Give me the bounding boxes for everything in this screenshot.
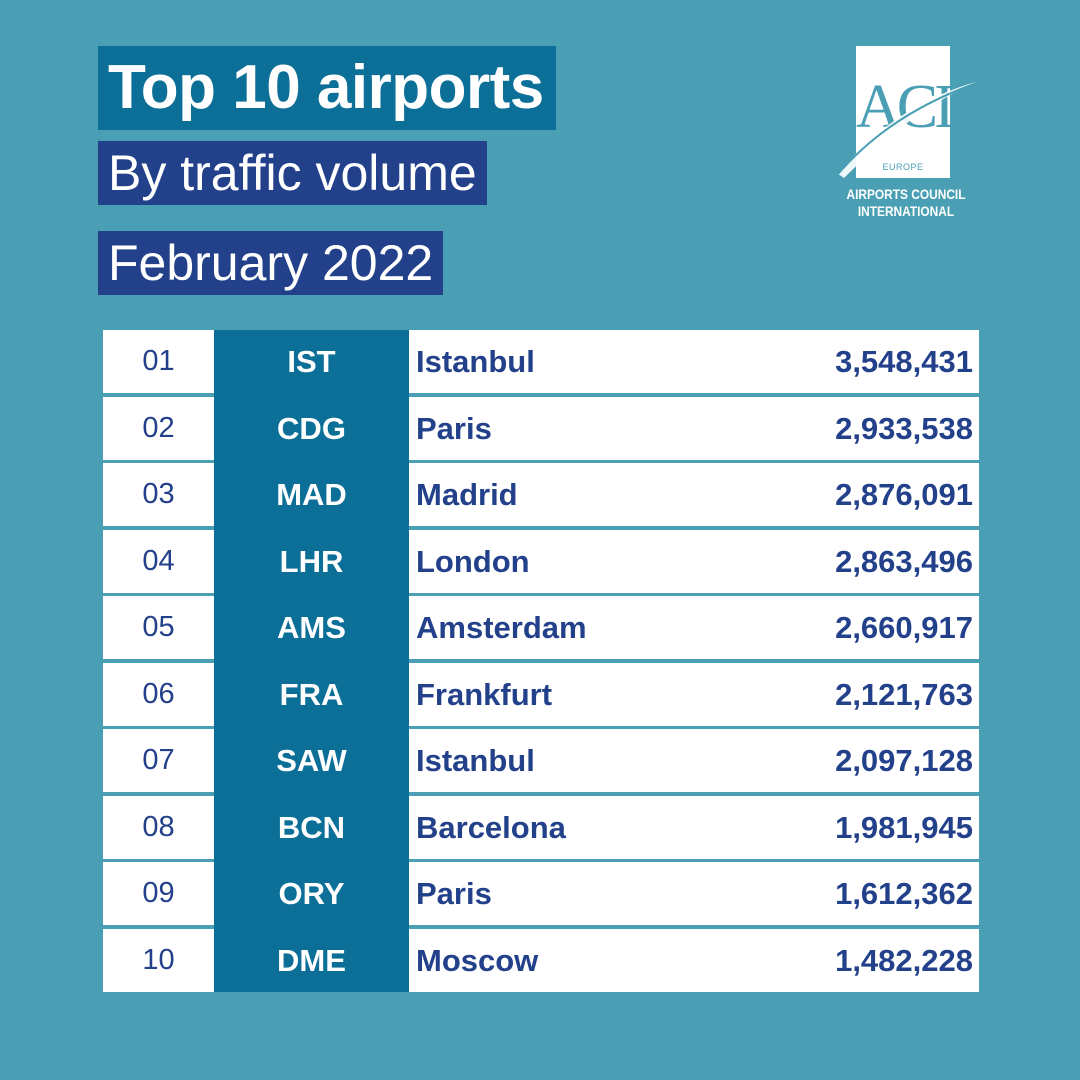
airport-code-cell: SAW — [214, 729, 409, 792]
city-cell: Barcelona — [416, 809, 566, 845]
passengers-cell: 3,548,431 — [835, 344, 973, 379]
airport-ranking-table: 01 IST Istanbul 3,548,431 02 CDG Paris 2,933,53… — [103, 330, 979, 992]
airport-code-cell: MAD — [214, 463, 409, 526]
passengers-cell: 1,981,945 — [835, 809, 973, 845]
code-column-divider — [214, 925, 409, 929]
table-row: 03 MAD Madrid 2,876,091 — [103, 463, 979, 526]
table-row: 01 IST Istanbul 3,548,431 — [103, 330, 979, 393]
page-title: Top 10 airports — [98, 46, 556, 130]
table-row: 04 LHR London 2,863,496 — [103, 529, 979, 593]
airport-code-cell: ORY — [214, 862, 409, 925]
rank-cell: 01 — [142, 345, 175, 377]
city-cell: Paris — [416, 876, 492, 911]
passengers-cell: 2,121,763 — [835, 676, 973, 712]
passengers-cell: 1,612,362 — [835, 876, 973, 911]
city-cell: Moscow — [416, 942, 539, 978]
logo-letters: ACI — [856, 73, 955, 141]
city-cell: Amsterdam — [416, 610, 587, 645]
logo-org-line1: AIRPORTS COUNCIL — [846, 186, 966, 202]
airport-code-cell: AMS — [214, 596, 409, 659]
code-column-divider — [214, 858, 409, 862]
code-column-divider — [214, 792, 409, 796]
rank-cell: 04 — [142, 544, 175, 577]
city-cell: Frankfurt — [416, 676, 553, 712]
airport-code-cell: CDG — [214, 396, 409, 460]
rank-cell: 06 — [142, 677, 175, 710]
passengers-cell: 1,482,228 — [835, 942, 973, 978]
city-cell: London — [416, 543, 530, 579]
code-column-divider — [214, 459, 409, 463]
rank-cell: 07 — [142, 744, 175, 776]
rank-cell: 08 — [142, 810, 175, 843]
passengers-cell: 2,876,091 — [835, 477, 973, 512]
passengers-cell: 2,933,538 — [835, 410, 973, 446]
code-column-divider — [214, 393, 409, 397]
airport-code-cell: IST — [214, 330, 409, 393]
code-column-divider — [214, 725, 409, 729]
table-row: 08 BCN Barcelona 1,981,945 — [103, 795, 979, 859]
city-cell: Madrid — [416, 477, 518, 512]
logo-box — [856, 46, 950, 178]
logo-swoosh-icon — [837, 82, 976, 178]
passengers-cell: 2,660,917 — [835, 610, 973, 645]
airport-code-cell: DME — [214, 928, 409, 992]
code-column-divider — [214, 659, 409, 663]
rank-cell: 09 — [142, 877, 175, 909]
period-label: February 2022 — [98, 231, 444, 295]
page-subtitle: By traffic volume — [98, 141, 487, 205]
passengers-cell: 2,097,128 — [835, 743, 973, 778]
city-cell: Paris — [416, 410, 492, 446]
city-cell: Istanbul — [416, 344, 535, 379]
table-row: 09 ORY Paris 1,612,362 — [103, 862, 979, 925]
title-block: Top 10 airports By traffic volume Februa… — [98, 46, 556, 295]
table-row: 05 AMS Amsterdam 2,660,917 — [103, 596, 979, 659]
code-column-divider — [214, 592, 409, 596]
rank-cell: 03 — [142, 478, 175, 510]
passengers-cell: 2,863,496 — [835, 543, 973, 579]
airport-code-cell: FRA — [214, 662, 409, 726]
logo-org-name: AIRPORTS COUNCIL INTERNATIONAL — [847, 186, 966, 220]
logo-region: EUROPE — [882, 162, 924, 172]
code-column-divider — [214, 526, 409, 530]
table-row: 07 SAW Istanbul 2,097,128 — [103, 729, 979, 792]
rank-cell: 02 — [142, 411, 175, 444]
aci-logo: ACI EUROPE AIRPORTS COUNCIL INTERNATIONA… — [836, 46, 976, 226]
table-row: 06 FRA Frankfurt 2,121,763 — [103, 662, 979, 726]
logo-org-line2: INTERNATIONAL — [857, 203, 955, 219]
airport-code-cell: LHR — [214, 529, 409, 593]
table-row: 10 DME Moscow 1,482,228 — [103, 928, 979, 992]
table-row: 02 CDG Paris 2,933,538 — [103, 396, 979, 460]
rank-cell: 05 — [142, 611, 175, 643]
rank-cell: 10 — [142, 943, 175, 976]
airport-code-cell: BCN — [214, 795, 409, 859]
city-cell: Istanbul — [416, 743, 535, 778]
